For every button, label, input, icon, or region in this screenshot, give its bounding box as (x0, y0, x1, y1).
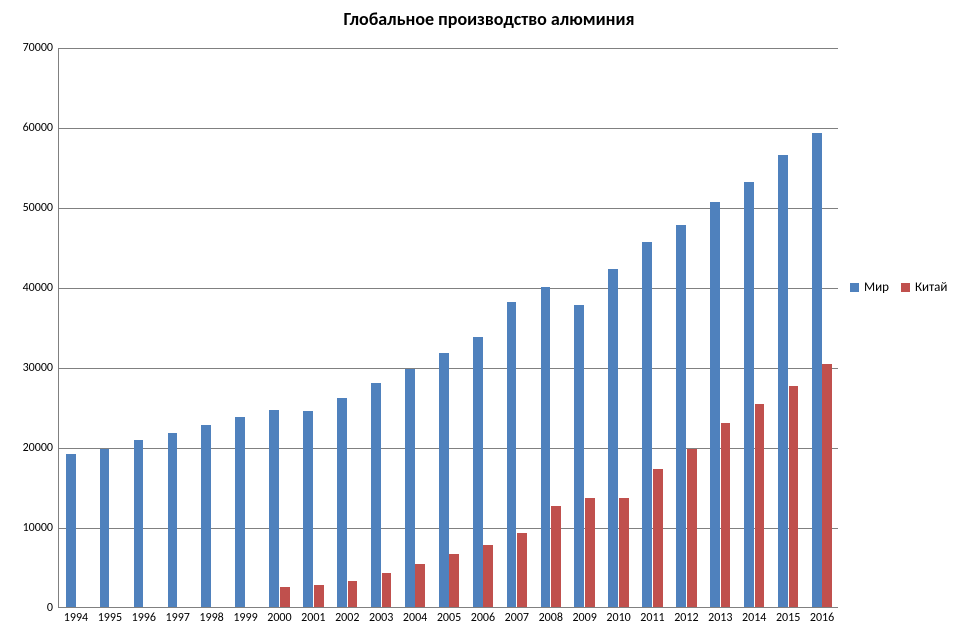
bar-world (371, 383, 381, 607)
gridline (59, 208, 838, 209)
x-axis-tick-label: 2006 (471, 611, 495, 625)
bar-world (201, 425, 211, 607)
x-axis-tick-label: 2003 (369, 611, 393, 625)
bar-china (687, 449, 697, 607)
plot-area: 0100002000030000400005000060000700001994… (58, 48, 838, 608)
bar-world (574, 305, 584, 607)
y-axis-tick-label: 40000 (23, 281, 53, 295)
gridline (59, 288, 838, 289)
bar-world (676, 225, 686, 607)
bar-china (653, 469, 663, 607)
y-axis-tick-label: 30000 (23, 361, 53, 375)
bar-world (608, 269, 618, 607)
gridline (59, 128, 838, 129)
chart-container: Глобальное производство алюминия 0100002… (0, 0, 978, 639)
legend: Мир Китай (850, 280, 947, 295)
x-axis-tick-label: 2010 (606, 611, 630, 625)
bar-world (710, 202, 720, 607)
chart-title: Глобальное производство алюминия (0, 8, 978, 30)
x-axis-tick-label: 2004 (403, 611, 427, 625)
legend-label: Мир (864, 280, 889, 295)
bar-world (303, 411, 313, 607)
bar-china (822, 364, 832, 607)
bar-china (551, 506, 561, 607)
bar-world (507, 302, 517, 607)
bar-world (168, 433, 178, 607)
x-axis-tick-label: 2016 (810, 611, 834, 625)
bar-china (382, 573, 392, 607)
x-axis-tick-label: 2015 (776, 611, 800, 625)
bar-world (439, 353, 449, 607)
bar-china (314, 585, 324, 607)
x-axis-tick-label: 2013 (708, 611, 732, 625)
legend-swatch (850, 283, 859, 292)
x-axis-tick-label: 1994 (64, 611, 88, 625)
bar-world (66, 454, 76, 607)
bar-world (744, 182, 754, 607)
bar-china (415, 564, 425, 607)
x-axis-tick-label: 2007 (505, 611, 529, 625)
y-axis-tick-label: 60000 (23, 121, 53, 135)
bar-world (405, 369, 415, 607)
bar-china (789, 386, 799, 607)
bar-china (449, 554, 459, 607)
bar-world (642, 242, 652, 607)
x-axis-tick-label: 2009 (572, 611, 596, 625)
gridline (59, 48, 838, 49)
x-axis-tick-label: 1999 (233, 611, 257, 625)
bar-china (755, 404, 765, 607)
x-axis-tick-label: 2011 (640, 611, 664, 625)
bar-china (619, 498, 629, 607)
legend-item-china: Китай (901, 280, 947, 295)
bar-world (778, 155, 788, 607)
x-axis-tick-label: 1998 (199, 611, 223, 625)
y-axis-tick-label: 50000 (23, 201, 53, 215)
bar-china (585, 498, 595, 607)
x-axis-tick-label: 1995 (98, 611, 122, 625)
bar-world (100, 449, 110, 607)
bar-china (483, 545, 493, 607)
x-axis-tick-label: 2001 (301, 611, 325, 625)
x-axis-tick-label: 1997 (166, 611, 190, 625)
x-axis-tick-label: 2000 (267, 611, 291, 625)
legend-label: Китай (915, 280, 947, 295)
bar-china (517, 533, 527, 607)
y-axis-tick-label: 20000 (23, 441, 53, 455)
bar-china (721, 423, 731, 607)
x-axis-tick-label: 2012 (674, 611, 698, 625)
x-axis-tick-label: 1996 (132, 611, 156, 625)
y-axis-tick-label: 0 (47, 601, 53, 615)
bar-world (812, 133, 822, 607)
y-axis-tick-label: 10000 (23, 521, 53, 535)
bar-world (134, 440, 144, 607)
bar-world (473, 337, 483, 607)
legend-item-world: Мир (850, 280, 889, 295)
bar-china (348, 581, 358, 607)
x-axis-tick-label: 2002 (335, 611, 359, 625)
y-axis-tick-label: 70000 (23, 41, 53, 55)
legend-swatch (901, 283, 910, 292)
bar-world (269, 410, 279, 607)
x-axis-tick-label: 2008 (539, 611, 563, 625)
bar-world (337, 398, 347, 607)
x-axis-tick-label: 2005 (437, 611, 461, 625)
bar-china (280, 587, 290, 607)
bar-world (235, 417, 245, 607)
bar-world (541, 287, 551, 607)
x-axis-tick-label: 2014 (742, 611, 766, 625)
